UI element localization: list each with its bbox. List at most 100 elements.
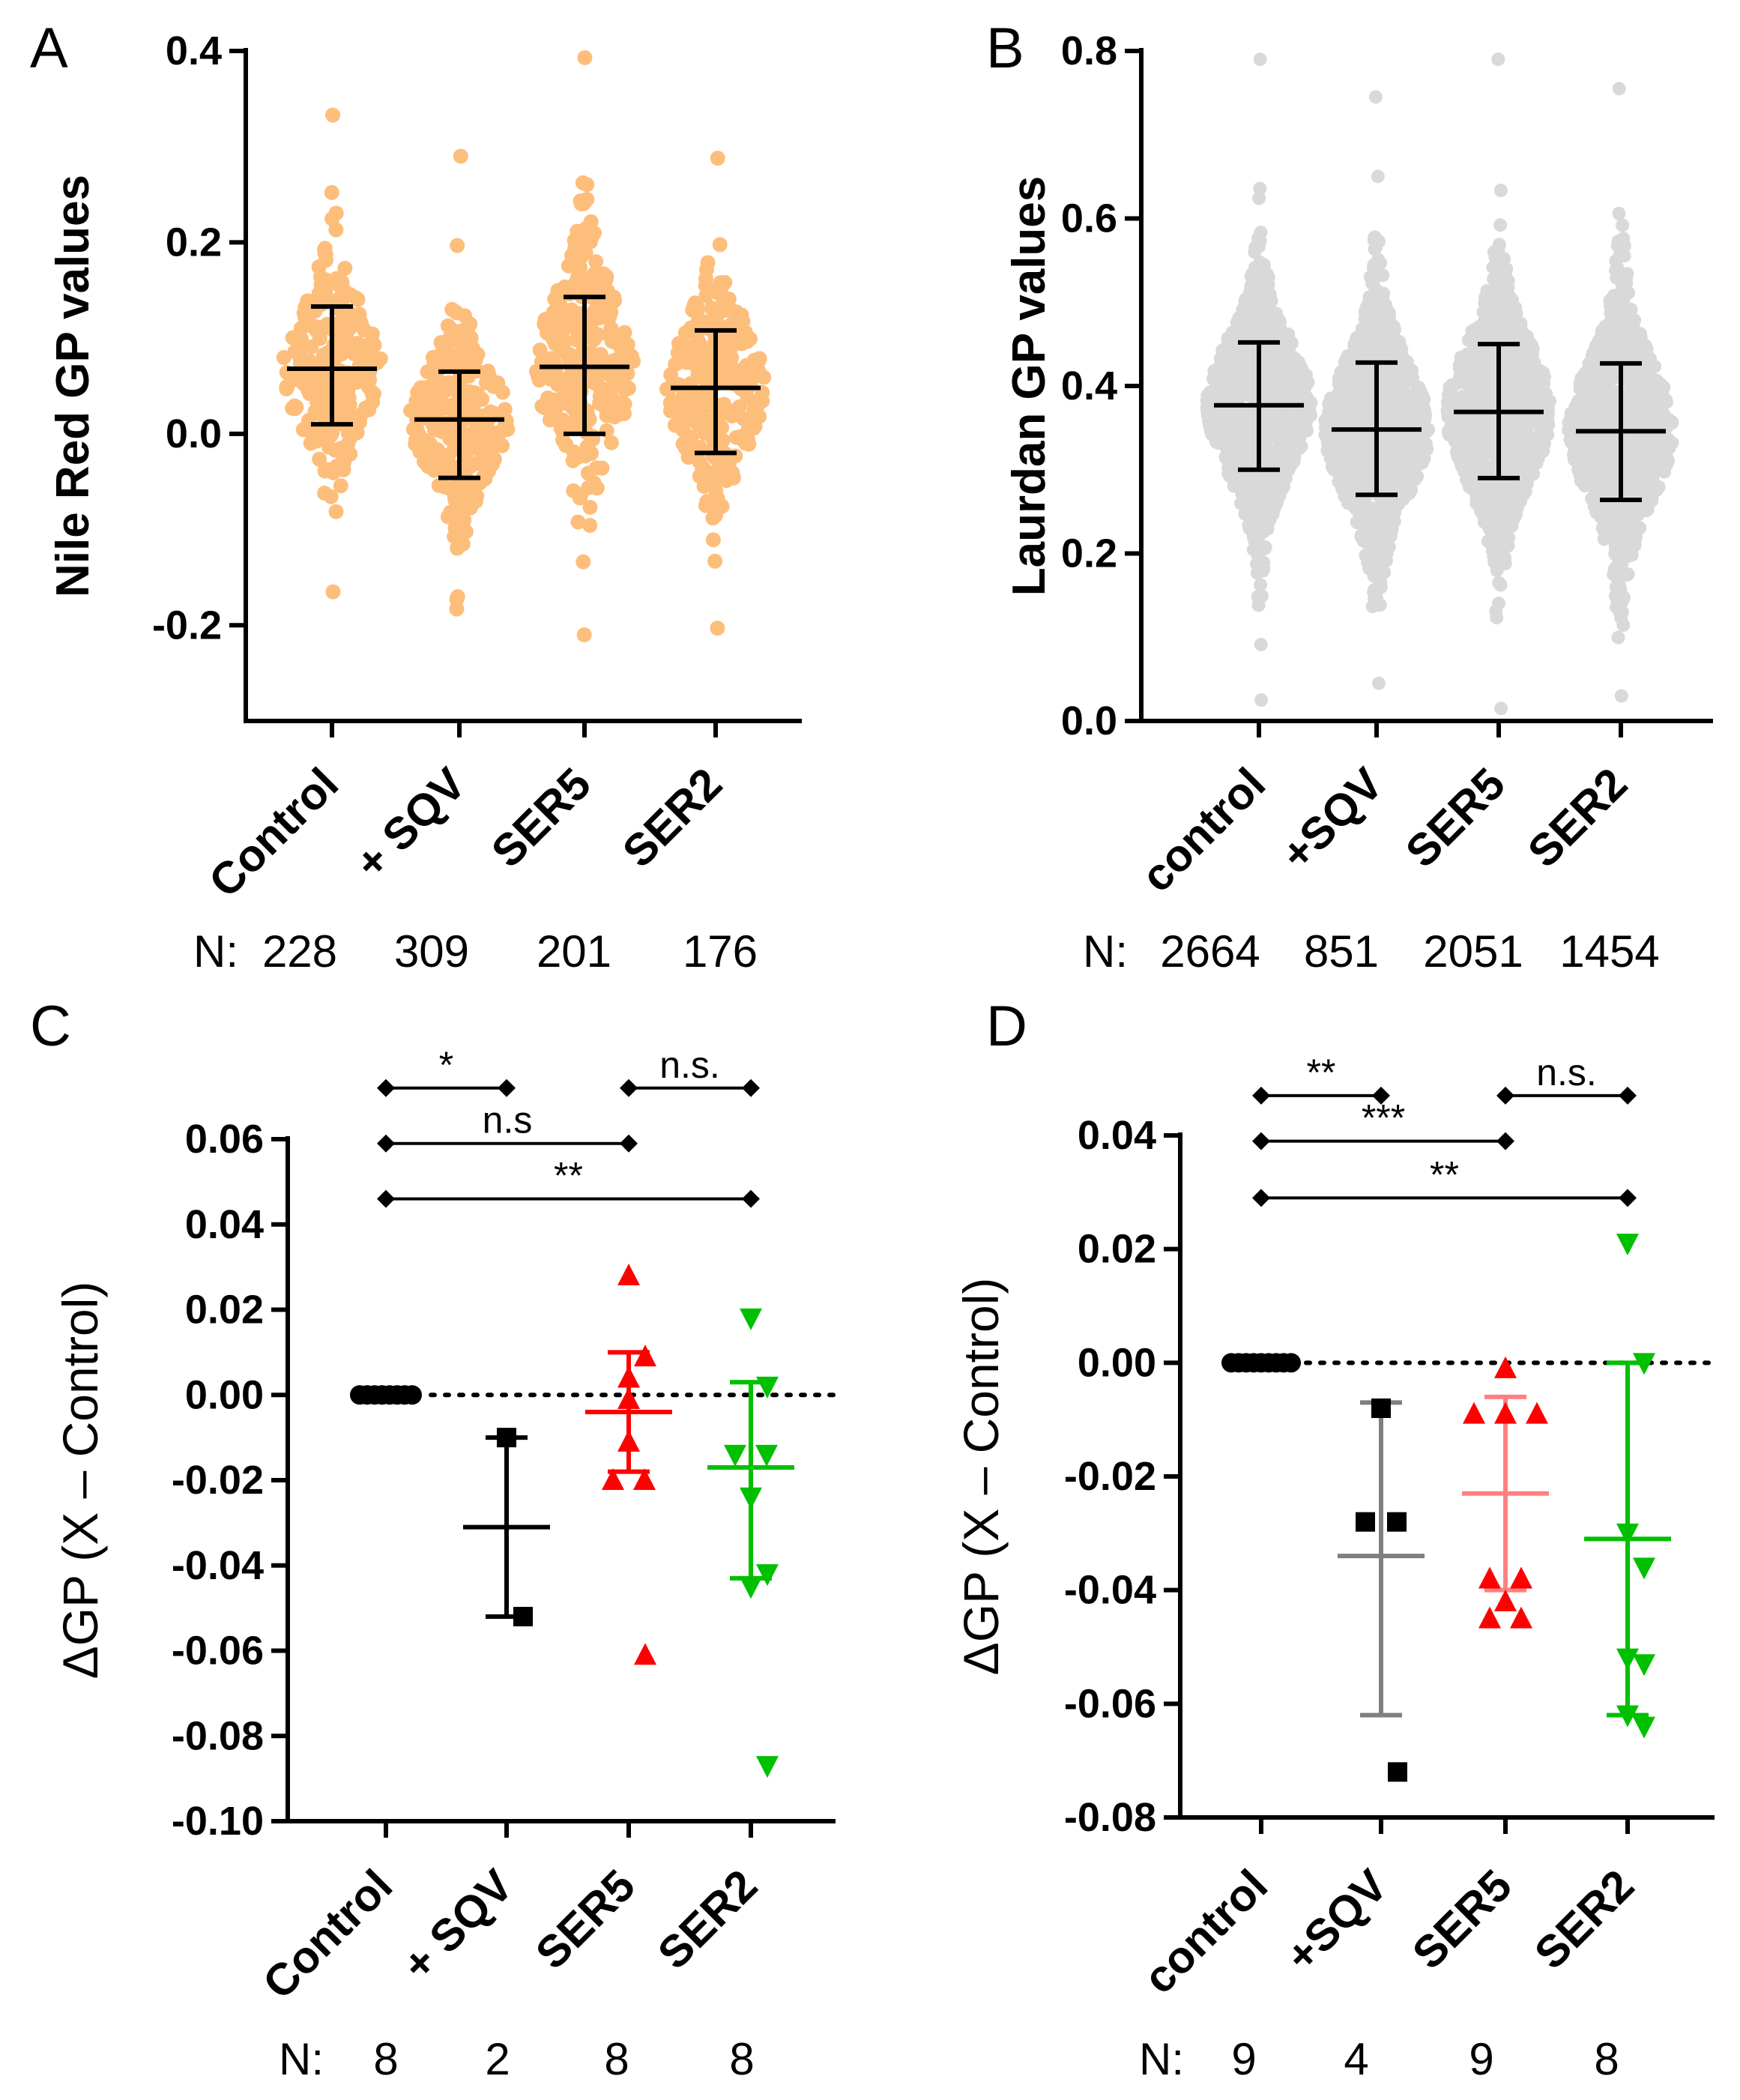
- data-point: [1368, 242, 1382, 256]
- data-point: [563, 375, 579, 390]
- data-point: [358, 375, 374, 390]
- data-point: [726, 334, 742, 349]
- data-point: [1502, 423, 1516, 437]
- data-point: [365, 387, 381, 403]
- data-point: [552, 328, 568, 344]
- bracket-end: [620, 1134, 638, 1153]
- data-point: [1419, 437, 1434, 451]
- y-tick-label: -0.02: [172, 1458, 264, 1503]
- data-point: [659, 381, 674, 397]
- data-point: [1301, 396, 1315, 411]
- data-point: [1611, 234, 1625, 248]
- y-tick-label: -0.08: [172, 1713, 264, 1758]
- error-bar: [1332, 360, 1422, 498]
- series-1: [463, 1428, 550, 1626]
- y-tick-label: -0.04: [1064, 1568, 1156, 1613]
- data-point: [573, 193, 588, 209]
- data-point: [1616, 218, 1630, 232]
- data-point: [1254, 578, 1268, 592]
- data-point: [463, 330, 479, 346]
- data-point: [1244, 279, 1258, 293]
- data-point: [1494, 1401, 1517, 1424]
- data-point: [1372, 562, 1386, 576]
- data-point: [1338, 438, 1352, 453]
- data-point: [592, 388, 608, 404]
- data-point: [1388, 1762, 1407, 1782]
- data-point: [752, 351, 767, 366]
- data-point: [470, 432, 486, 447]
- data-point: [1348, 464, 1362, 478]
- data-point: [1657, 465, 1671, 479]
- y-tick-label: 0.06: [185, 1117, 264, 1162]
- bracket-end: [742, 1078, 760, 1097]
- data-point: [1231, 342, 1245, 356]
- data-point: [1290, 366, 1304, 381]
- bracket-end: [742, 1189, 760, 1208]
- data-point: [689, 304, 705, 320]
- data-point: [1253, 52, 1267, 67]
- data-point: [617, 1429, 640, 1452]
- data-point: [555, 423, 570, 439]
- error-bar: [1454, 342, 1544, 480]
- data-point: [704, 301, 719, 316]
- panel-c: C0.060.040.020.00-0.02-0.04-0.06-0.08-0.…: [30, 995, 838, 2084]
- data-point: [698, 498, 713, 513]
- data-point: [1332, 372, 1346, 386]
- data-point: [1444, 381, 1458, 396]
- data-point: [1496, 539, 1511, 553]
- data-point: [1626, 368, 1640, 382]
- series-2: [585, 1264, 672, 1665]
- data-point: [634, 1345, 656, 1367]
- data-point: [1612, 206, 1626, 220]
- data-point: [1339, 390, 1353, 404]
- data-point: [300, 314, 316, 330]
- data-point: [470, 456, 486, 471]
- n-value: 8: [604, 2034, 629, 2084]
- data-point: [1239, 441, 1254, 456]
- data-point: [1376, 268, 1390, 283]
- data-point: [1389, 471, 1404, 486]
- data-point: [1350, 516, 1365, 530]
- data-point: [582, 517, 598, 533]
- data-point: [1607, 364, 1622, 378]
- y-tick-label: -0.02: [1064, 1454, 1156, 1499]
- data-point: [1505, 307, 1520, 321]
- data-point: [445, 420, 461, 435]
- significance-label: *: [439, 1044, 453, 1086]
- data-point: [1356, 1512, 1375, 1532]
- data-point: [324, 184, 339, 200]
- data-point: [740, 390, 755, 406]
- significance-brackets: ** n.s.*****: [1252, 1051, 1637, 1207]
- data-point: [1410, 389, 1425, 403]
- data-point: [1378, 400, 1392, 414]
- data-point: [584, 445, 599, 461]
- data-point: [1301, 410, 1315, 424]
- data-point: [594, 460, 610, 476]
- data-point: [1260, 387, 1275, 401]
- series-3: [1584, 1234, 1671, 1739]
- data-point: [325, 584, 341, 600]
- y-axis-label: Nile Red GP values: [47, 175, 99, 597]
- bracket-end: [1252, 1189, 1270, 1207]
- data-point: [1387, 1512, 1407, 1532]
- data-point: [473, 443, 489, 459]
- data-point: [497, 402, 513, 417]
- data-point: [710, 621, 725, 636]
- n-prefix: N:: [193, 926, 238, 977]
- bracket-end: [1252, 1086, 1270, 1105]
- data-point: [1587, 345, 1601, 359]
- data-point: [707, 553, 723, 569]
- bracket-end: [498, 1078, 516, 1097]
- data-point: [1612, 82, 1626, 96]
- data-point: [295, 422, 311, 438]
- data-point: [276, 349, 291, 365]
- data-point: [1396, 492, 1410, 506]
- data-point: [680, 450, 696, 465]
- data-point: [318, 272, 333, 288]
- data-point: [1478, 1566, 1501, 1589]
- data-point: [1574, 434, 1588, 448]
- data-point: [1239, 301, 1253, 316]
- data-point: [1382, 340, 1396, 354]
- data-point: [425, 349, 441, 365]
